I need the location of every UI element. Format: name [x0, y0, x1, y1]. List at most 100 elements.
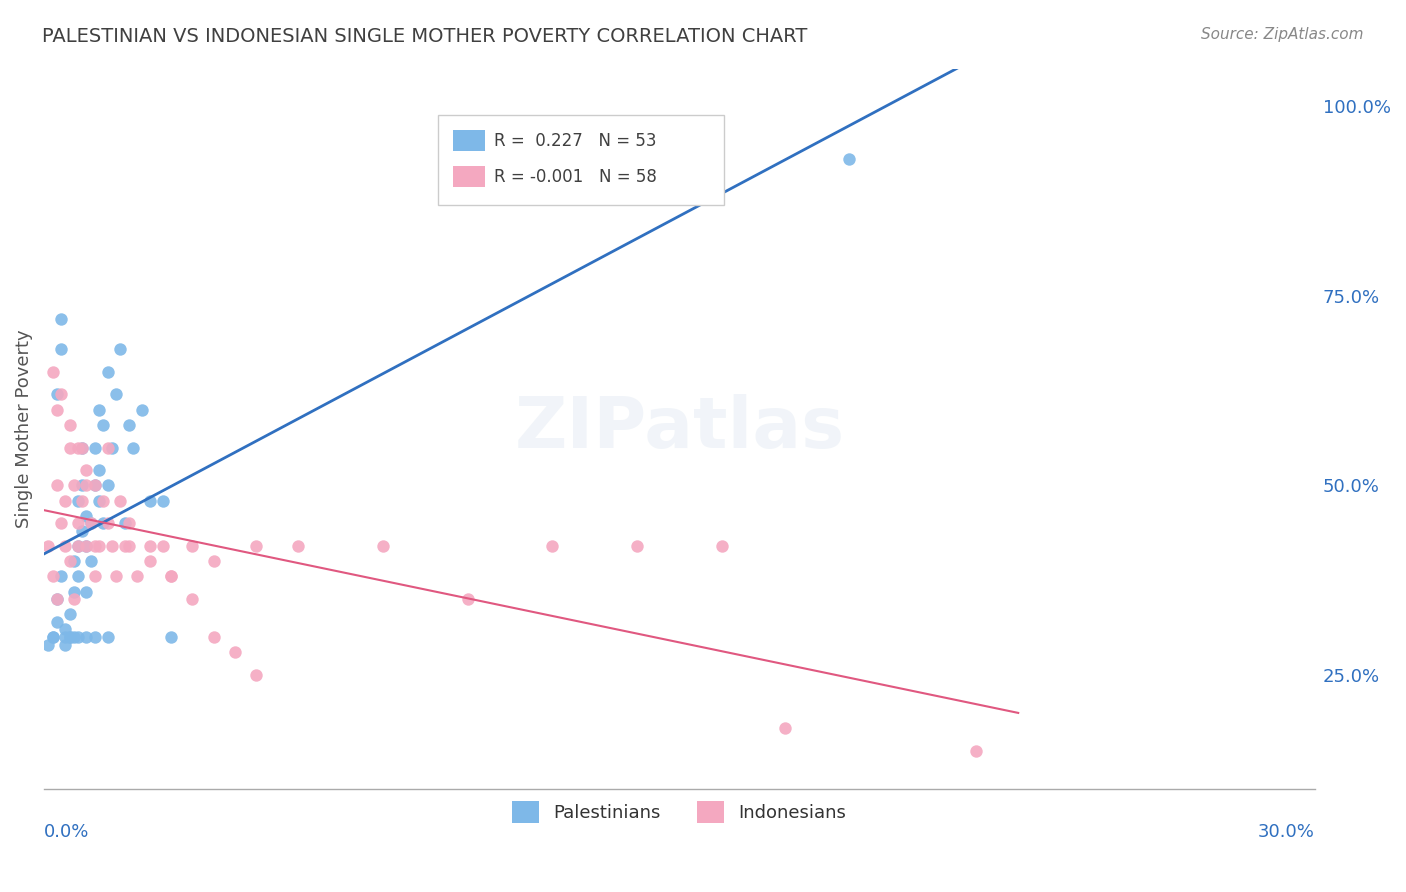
Point	[101, 441, 124, 455]
FancyBboxPatch shape	[453, 129, 485, 152]
Point	[75, 584, 97, 599]
Point	[66, 539, 89, 553]
Point	[41, 569, 63, 583]
Point	[97, 365, 120, 379]
Point	[160, 630, 183, 644]
Y-axis label: Single Mother Poverty: Single Mother Poverty	[15, 329, 32, 528]
Point	[66, 441, 89, 455]
Point	[371, 539, 394, 553]
Point	[287, 539, 309, 553]
Point	[75, 478, 97, 492]
FancyBboxPatch shape	[453, 166, 485, 187]
Point	[49, 311, 72, 326]
Point	[89, 463, 111, 477]
Point	[139, 493, 162, 508]
Point	[710, 539, 733, 553]
Point	[105, 569, 128, 583]
Point	[80, 554, 103, 568]
Point	[45, 615, 67, 629]
Legend: Palestinians, Indonesians: Palestinians, Indonesians	[505, 794, 853, 830]
Point	[245, 668, 267, 682]
Point	[89, 539, 111, 553]
Point	[202, 630, 225, 644]
Point	[49, 569, 72, 583]
Point	[89, 493, 111, 508]
Point	[53, 493, 76, 508]
Point	[70, 524, 93, 538]
Text: PALESTINIAN VS INDONESIAN SINGLE MOTHER POVERTY CORRELATION CHART: PALESTINIAN VS INDONESIAN SINGLE MOTHER …	[42, 27, 807, 45]
Point	[118, 539, 141, 553]
Point	[41, 365, 63, 379]
Point	[224, 645, 246, 659]
Point	[58, 554, 80, 568]
Point	[45, 592, 67, 607]
FancyBboxPatch shape	[439, 115, 724, 205]
Point	[838, 153, 860, 167]
Point	[160, 569, 183, 583]
Point	[58, 607, 80, 622]
Text: R =  0.227   N = 53: R = 0.227 N = 53	[494, 131, 657, 150]
Point	[84, 441, 107, 455]
Point	[62, 630, 84, 644]
Point	[114, 539, 136, 553]
Point	[75, 539, 97, 553]
Point	[152, 539, 174, 553]
Point	[58, 630, 80, 644]
Point	[122, 441, 145, 455]
Point	[45, 478, 67, 492]
Point	[58, 417, 80, 432]
Point	[181, 592, 204, 607]
Point	[80, 516, 103, 531]
Point	[53, 539, 76, 553]
Point	[66, 539, 89, 553]
Point	[66, 569, 89, 583]
Point	[84, 630, 107, 644]
Point	[49, 387, 72, 401]
Point	[93, 516, 115, 531]
Point	[457, 592, 479, 607]
Point	[118, 516, 141, 531]
Point	[70, 493, 93, 508]
Point	[160, 569, 183, 583]
Point	[84, 478, 107, 492]
Point	[775, 721, 797, 735]
Point	[110, 342, 132, 356]
Point	[75, 463, 97, 477]
Text: Source: ZipAtlas.com: Source: ZipAtlas.com	[1201, 27, 1364, 42]
Point	[114, 516, 136, 531]
Point	[49, 516, 72, 531]
Point	[84, 478, 107, 492]
Point	[245, 539, 267, 553]
Point	[75, 508, 97, 523]
Point	[84, 569, 107, 583]
Point	[62, 584, 84, 599]
Point	[37, 638, 59, 652]
Point	[62, 592, 84, 607]
Point	[75, 539, 97, 553]
Point	[45, 387, 67, 401]
Point	[45, 592, 67, 607]
Point	[37, 539, 59, 553]
Point	[80, 516, 103, 531]
Point	[70, 478, 93, 492]
Point	[97, 478, 120, 492]
Point	[110, 493, 132, 508]
Point	[41, 630, 63, 644]
Text: 0.0%: 0.0%	[44, 823, 90, 841]
Point	[62, 554, 84, 568]
Point	[93, 493, 115, 508]
Point	[70, 441, 93, 455]
Point	[66, 516, 89, 531]
Point	[58, 441, 80, 455]
Point	[202, 554, 225, 568]
Point	[89, 402, 111, 417]
Point	[49, 342, 72, 356]
Point	[41, 630, 63, 644]
Point	[152, 493, 174, 508]
Point	[97, 441, 120, 455]
Point	[93, 417, 115, 432]
Point	[127, 569, 149, 583]
Point	[118, 417, 141, 432]
Point	[965, 744, 987, 758]
Point	[84, 539, 107, 553]
